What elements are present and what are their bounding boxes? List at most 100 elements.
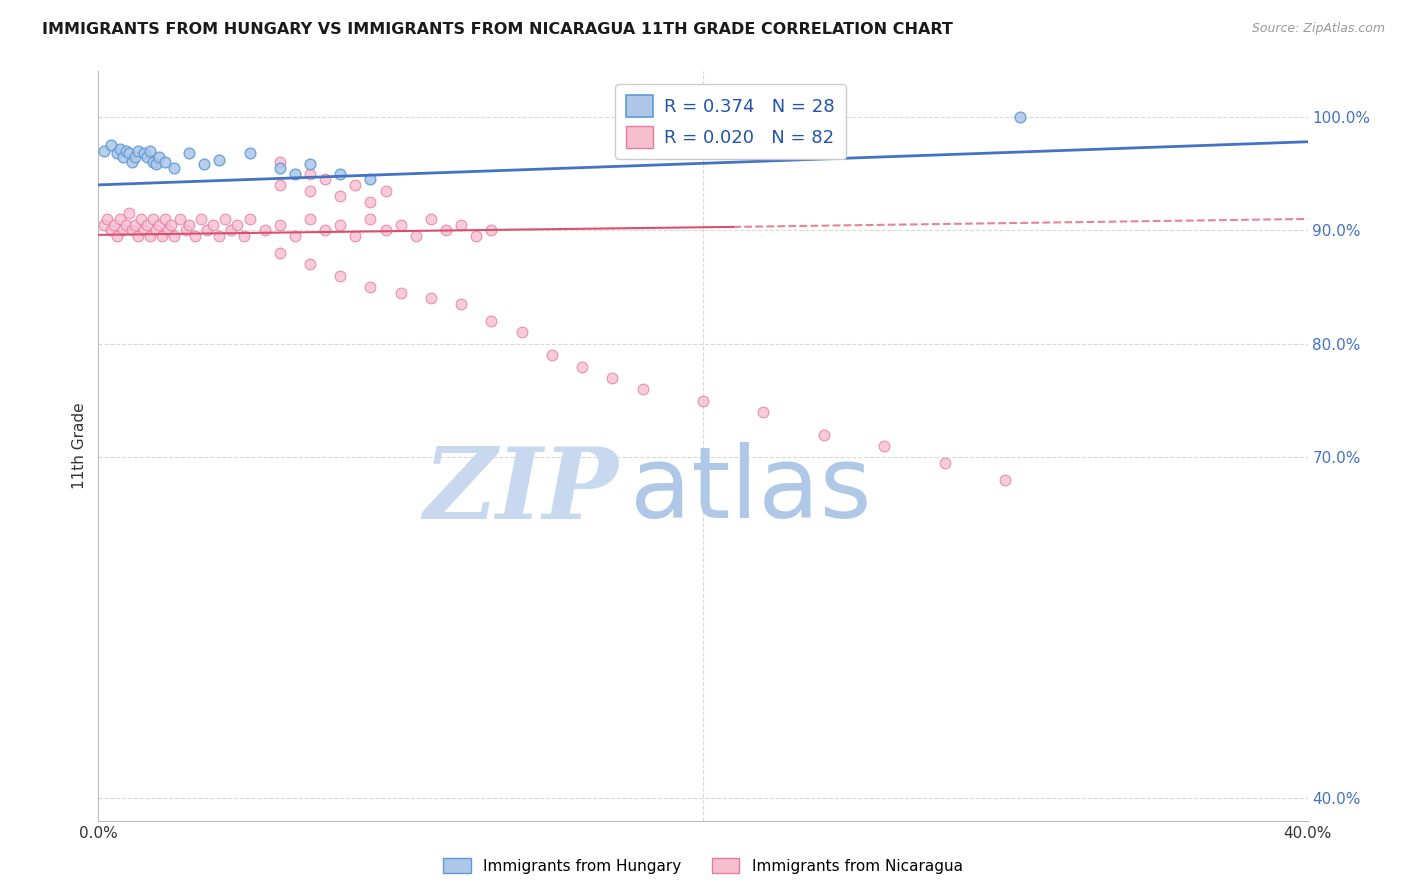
Point bbox=[389, 285, 412, 300]
Point bbox=[129, 211, 152, 226]
Point bbox=[299, 157, 322, 171]
Text: atlas: atlas bbox=[630, 442, 872, 540]
Point bbox=[405, 229, 427, 244]
Point bbox=[540, 348, 562, 362]
Point bbox=[100, 223, 122, 237]
Point bbox=[132, 146, 155, 161]
Point bbox=[214, 211, 236, 226]
Point bbox=[360, 211, 382, 226]
Point bbox=[813, 427, 835, 442]
Point bbox=[169, 211, 191, 226]
Point bbox=[142, 155, 165, 169]
Point bbox=[450, 218, 472, 232]
Point bbox=[239, 146, 262, 161]
Point bbox=[142, 211, 165, 226]
Point bbox=[121, 223, 143, 237]
Point bbox=[150, 229, 173, 244]
Text: IMMIGRANTS FROM HUNGARY VS IMMIGRANTS FROM NICARAGUA 11TH GRADE CORRELATION CHAR: IMMIGRANTS FROM HUNGARY VS IMMIGRANTS FR… bbox=[42, 22, 953, 37]
Point bbox=[127, 144, 149, 158]
Point bbox=[226, 218, 249, 232]
Point bbox=[105, 229, 128, 244]
Point bbox=[284, 167, 307, 181]
Point bbox=[190, 211, 212, 226]
Point bbox=[184, 229, 207, 244]
Point bbox=[100, 138, 122, 153]
Point bbox=[389, 218, 412, 232]
Point bbox=[132, 223, 155, 237]
Point bbox=[111, 149, 134, 163]
Point bbox=[148, 149, 170, 163]
Point bbox=[299, 257, 322, 271]
Point bbox=[329, 167, 352, 181]
Point bbox=[299, 211, 322, 226]
Point bbox=[269, 161, 291, 175]
Point bbox=[450, 297, 472, 311]
Point bbox=[269, 246, 291, 260]
Point bbox=[434, 223, 457, 237]
Point bbox=[135, 149, 157, 163]
Point bbox=[481, 314, 503, 328]
Point bbox=[374, 223, 396, 237]
Point bbox=[314, 223, 336, 237]
Point bbox=[93, 218, 115, 232]
Point bbox=[571, 359, 593, 374]
Point bbox=[329, 189, 352, 203]
Point bbox=[752, 405, 775, 419]
Point bbox=[481, 223, 503, 237]
Point bbox=[299, 167, 322, 181]
Point bbox=[193, 157, 215, 171]
Y-axis label: 11th Grade: 11th Grade bbox=[72, 402, 87, 490]
Point bbox=[148, 218, 170, 232]
Point bbox=[93, 144, 115, 158]
Point bbox=[510, 326, 533, 340]
Point bbox=[195, 223, 218, 237]
Point bbox=[174, 223, 197, 237]
Point bbox=[299, 184, 322, 198]
Legend: Immigrants from Hungary, Immigrants from Nicaragua: Immigrants from Hungary, Immigrants from… bbox=[437, 852, 969, 880]
Point bbox=[329, 218, 352, 232]
Point bbox=[153, 155, 176, 169]
Point bbox=[329, 268, 352, 283]
Point bbox=[269, 178, 291, 192]
Point bbox=[1357, 229, 1379, 244]
Point bbox=[179, 146, 201, 161]
Point bbox=[124, 149, 146, 163]
Point bbox=[108, 211, 131, 226]
Text: ZIP: ZIP bbox=[423, 442, 619, 539]
Point bbox=[239, 211, 262, 226]
Point bbox=[208, 229, 231, 244]
Point bbox=[360, 194, 382, 209]
Point bbox=[269, 218, 291, 232]
Point bbox=[111, 223, 134, 237]
Point bbox=[202, 218, 225, 232]
Point bbox=[284, 229, 307, 244]
Point bbox=[873, 439, 896, 453]
Point bbox=[145, 157, 167, 171]
Point bbox=[221, 223, 243, 237]
Point bbox=[96, 211, 118, 226]
Point bbox=[103, 218, 125, 232]
Point bbox=[269, 155, 291, 169]
Point bbox=[118, 146, 141, 161]
Text: Source: ZipAtlas.com: Source: ZipAtlas.com bbox=[1251, 22, 1385, 36]
Point bbox=[692, 393, 714, 408]
Point bbox=[420, 211, 443, 226]
Point bbox=[934, 456, 956, 470]
Point bbox=[994, 473, 1017, 487]
Point bbox=[374, 184, 396, 198]
Point bbox=[163, 229, 186, 244]
Point bbox=[360, 172, 382, 186]
Point bbox=[253, 223, 276, 237]
Point bbox=[124, 218, 146, 232]
Point bbox=[121, 155, 143, 169]
Point bbox=[135, 218, 157, 232]
Point bbox=[420, 292, 443, 306]
Point bbox=[344, 178, 367, 192]
Point bbox=[631, 382, 654, 396]
Point bbox=[139, 229, 162, 244]
Point bbox=[127, 229, 149, 244]
Point bbox=[114, 218, 136, 232]
Point bbox=[108, 142, 131, 156]
Point bbox=[118, 206, 141, 220]
Point bbox=[114, 144, 136, 158]
